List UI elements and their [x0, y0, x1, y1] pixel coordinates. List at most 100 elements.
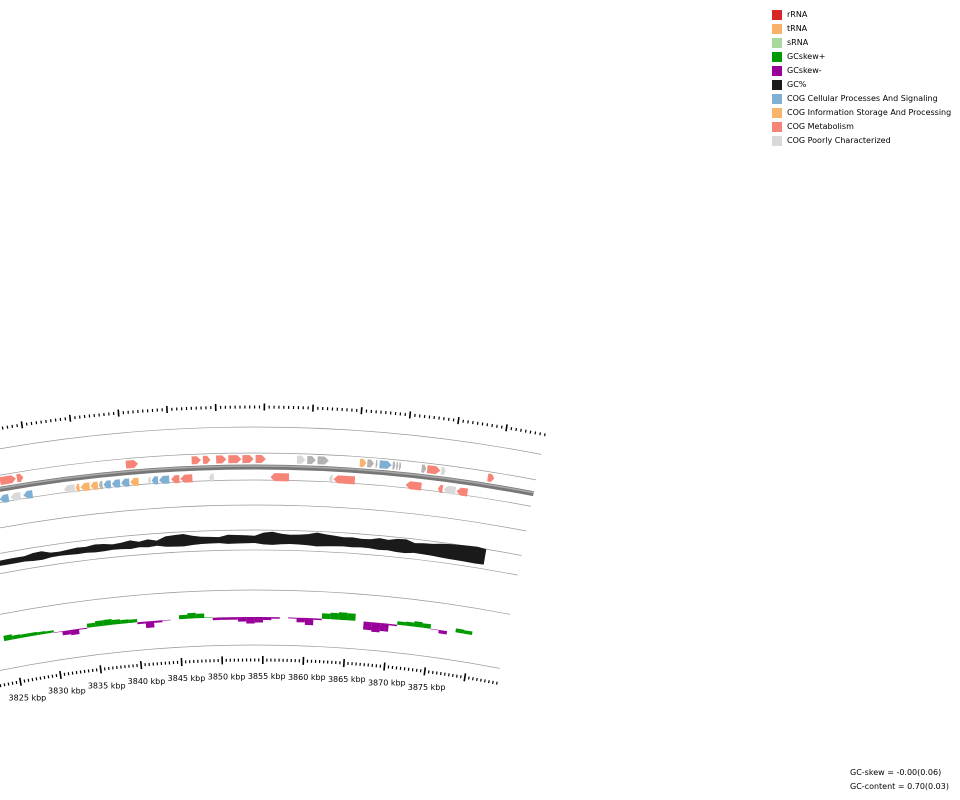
- gc-skew-negative: [254, 617, 264, 623]
- axis-tick: [71, 671, 74, 675]
- forward-gene: [191, 456, 201, 465]
- axis-tick: [468, 676, 470, 680]
- outer-tick: [11, 424, 14, 428]
- axis-tick-label: 3830 kbp: [48, 687, 86, 696]
- axis-tick-label: 3870 kbp: [368, 679, 406, 688]
- axis-tick: [55, 673, 58, 678]
- forward-gene: [296, 455, 306, 464]
- outer-tick: [408, 411, 412, 419]
- reverse-gene: [23, 490, 34, 499]
- forward-gene: [216, 455, 227, 464]
- gc-skew-positive: [36, 631, 46, 636]
- outer-tick: [40, 420, 42, 424]
- gc-skew-positive: [103, 619, 113, 626]
- backbone-arc: [0, 464, 534, 497]
- reverse-gene: [151, 476, 159, 485]
- reverse-gene: [103, 480, 112, 489]
- gc-skew-positive: [405, 621, 415, 627]
- axis-tick-label: 3835 kbp: [88, 681, 126, 690]
- legend-label: COG Information Storage And Processing: [787, 108, 952, 117]
- gc-skew-negative: [313, 618, 322, 621]
- reverse-gene: [80, 482, 91, 491]
- forward-gene: [202, 455, 211, 464]
- legend-label: GCskew+: [787, 52, 826, 61]
- axis-tick-label: 3875 kbp: [408, 683, 446, 692]
- forward-gene: [228, 455, 242, 464]
- gc-skew-negative: [263, 617, 272, 621]
- gc-skew-positive: [204, 617, 213, 618]
- guide-ring: [0, 479, 532, 507]
- outer-tick: [6, 425, 9, 429]
- axis-tick: [47, 675, 50, 679]
- gc-skew-positive: [455, 628, 465, 634]
- legend-swatch: [772, 122, 782, 132]
- forward-gene: [487, 473, 495, 482]
- axis-tick: [3, 683, 6, 687]
- axis-tick: [139, 661, 143, 670]
- reverse-gene: [443, 485, 457, 495]
- legend-swatch: [772, 10, 782, 20]
- statistics-panel: GC-skew = -0.00(0.06) GC-content = 0.70(…: [850, 766, 949, 794]
- axis-tick: [484, 679, 486, 683]
- reverse-gene: [180, 474, 193, 483]
- axis-tick: [444, 672, 446, 676]
- legend-label: COG Cellular Processes And Signaling: [787, 94, 938, 103]
- legend-swatch: [772, 24, 782, 34]
- legend-swatch: [772, 108, 782, 118]
- gc-skew-negative: [246, 617, 255, 624]
- axis-tick: [27, 678, 30, 682]
- reverse-gene: [438, 484, 444, 494]
- gc-skew-negative: [430, 628, 439, 631]
- outer-tick: [496, 424, 498, 428]
- gc-skew-negative: [70, 628, 80, 636]
- gc-skew-negative: [154, 620, 163, 623]
- legend-swatch: [772, 94, 782, 104]
- outer-tick: [500, 425, 503, 429]
- gc-skew-positive: [422, 623, 432, 629]
- gc-skew-positive: [195, 613, 205, 619]
- reverse-gene: [209, 473, 214, 482]
- legend-label: COG Metabolism: [787, 122, 854, 131]
- gc-skew-negative: [145, 620, 155, 628]
- legend-swatch: [772, 80, 782, 90]
- reverse-gene: [147, 476, 151, 485]
- axis-tick: [463, 673, 467, 682]
- reverse-gene: [75, 483, 80, 492]
- gc-skew-negative: [53, 631, 63, 633]
- outer-tick: [515, 427, 517, 432]
- gc-skew-positive: [11, 634, 21, 640]
- reverse-gene: [270, 473, 290, 482]
- backbone-highlight: [0, 465, 534, 494]
- outer-tick: [524, 429, 527, 433]
- axis-tick: [456, 674, 458, 678]
- gc-skew-negative: [363, 621, 372, 631]
- axis-tick-label: 3825 kbp: [9, 694, 47, 703]
- backbone-ring: [0, 464, 534, 497]
- gc-skew-negative: [296, 617, 305, 623]
- axis-tick: [496, 681, 498, 685]
- outer-tick: [539, 432, 541, 436]
- axis-tick-label: 3850 kbp: [208, 672, 246, 681]
- forward-gene: [307, 455, 316, 465]
- reverse-gene: [130, 477, 139, 486]
- gc-skew-positive: [330, 612, 339, 620]
- gc-skew-negative: [438, 629, 448, 635]
- outer-tick: [529, 430, 532, 434]
- axis-tick-label: 3865 kbp: [328, 675, 366, 684]
- gc-skew-negative: [388, 623, 398, 627]
- axis-tick: [488, 680, 490, 684]
- guide-ring: [0, 452, 537, 481]
- forward-gene: [398, 462, 402, 471]
- forward-gene: [125, 460, 139, 469]
- gc-skew-positive: [338, 612, 348, 621]
- reverse-gene: [328, 475, 333, 484]
- axis-tick: [99, 665, 102, 674]
- gc-skew-track: [3, 612, 473, 642]
- gc-skew-positive: [321, 613, 331, 620]
- gc-content-track: [0, 531, 487, 566]
- axis-tick: [460, 675, 462, 679]
- legend-swatch: [772, 136, 782, 146]
- outer-tick: [20, 421, 24, 429]
- forward-gene: [317, 456, 329, 465]
